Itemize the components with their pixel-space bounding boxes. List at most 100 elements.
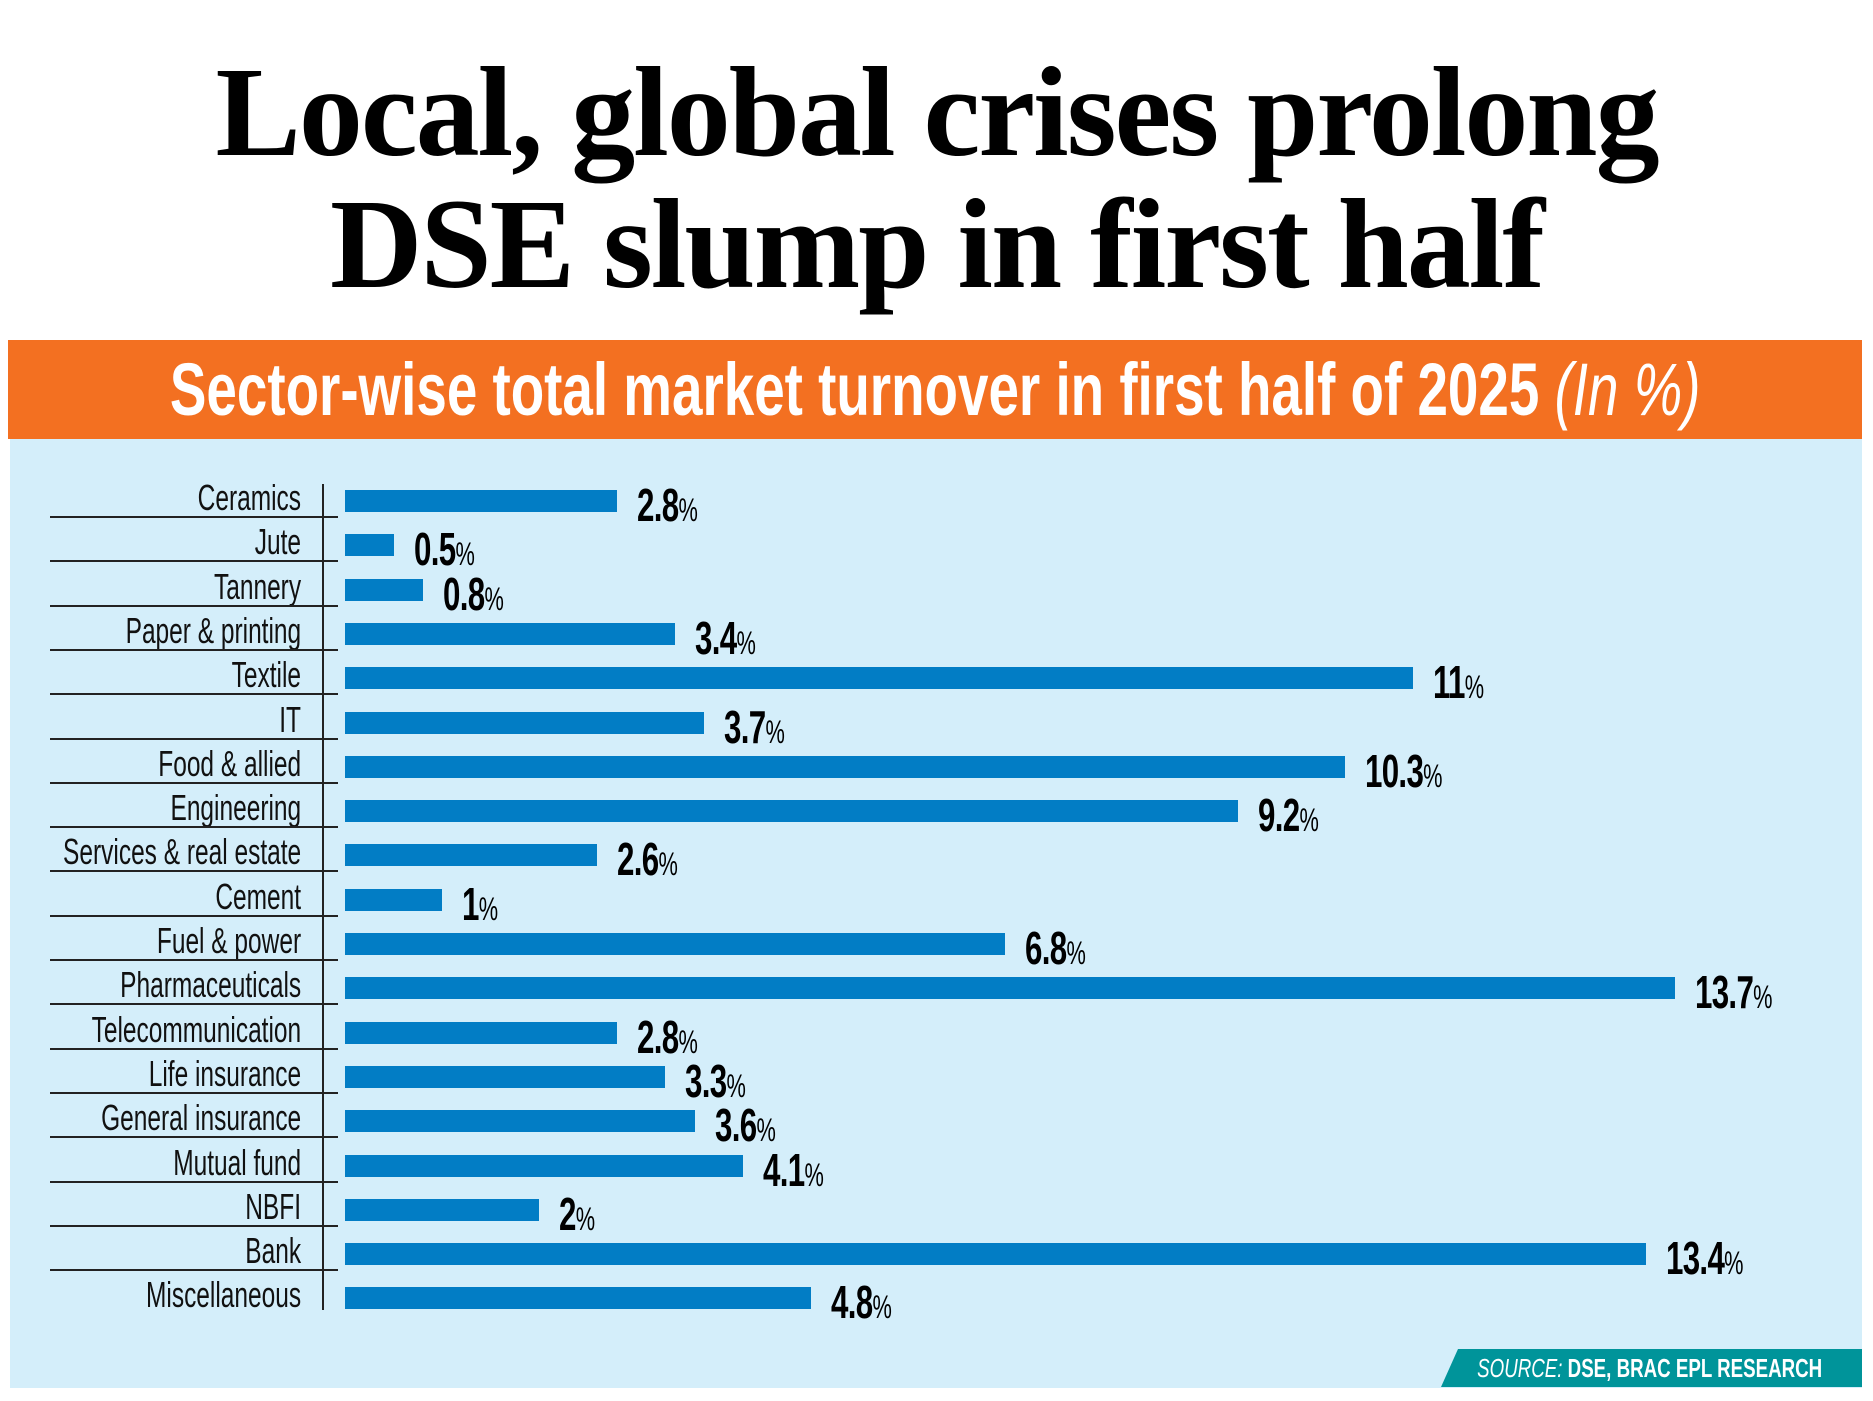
headline-line-1: Local, global crises prolong (215, 41, 1659, 183)
data-label-value: 9.2 (1258, 789, 1300, 842)
bar (345, 1021, 617, 1044)
data-label-suffix: % (736, 624, 756, 661)
row-separator (50, 1180, 338, 1183)
data-label: 6.8% (1025, 923, 1086, 973)
data-label-suffix: % (484, 580, 504, 617)
source-note: SOURCE: DSE, BRAC EPL RESEARCH (1477, 1349, 1822, 1387)
data-label-suffix: % (1066, 935, 1087, 971)
category-label: Mutual fund (173, 1141, 301, 1183)
data-label-value: 13.4 (1666, 1232, 1725, 1285)
data-label-value: 3.7 (724, 700, 766, 753)
headline-line-2: DSE slump in first half (330, 173, 1545, 315)
row-separator (50, 693, 338, 696)
data-label: 0.5% (414, 524, 475, 574)
data-label-value: 3.6 (714, 1099, 757, 1152)
category-label: Cement (215, 875, 301, 917)
data-label: 10.3% (1365, 746, 1443, 796)
data-label: 9.2% (1258, 790, 1319, 840)
bar (345, 711, 705, 734)
bar (345, 755, 1346, 778)
data-label: 3.4% (695, 613, 756, 663)
category-label: Miscellaneous (145, 1274, 301, 1316)
bar (345, 888, 443, 911)
category-label: Pharmaceuticals (120, 964, 301, 1006)
data-label-suffix: % (872, 1289, 892, 1326)
data-label-suffix: % (658, 846, 679, 883)
data-label: 1% (462, 879, 498, 929)
row-separator (50, 914, 338, 917)
data-label: 4.8% (831, 1277, 892, 1327)
category-label: Ceramics (197, 477, 301, 518)
data-label-value: 3.3 (685, 1054, 727, 1107)
data-label-suffix: % (1464, 669, 1485, 706)
category-label: Paper & printing (125, 609, 301, 651)
bar (345, 977, 1676, 1000)
source-label: SOURCE: (1476, 1353, 1563, 1383)
data-label: 0.8% (443, 569, 504, 619)
bar (345, 844, 598, 867)
data-label-value: 6.8 (1025, 922, 1067, 974)
chart-subtitle: Sector-wise total market turnover in fir… (170, 347, 1701, 432)
subtitle-unit: (In %) (1554, 348, 1701, 431)
data-label-suffix: % (478, 890, 499, 927)
data-label: 3.7% (724, 702, 785, 752)
category-label: Fuel & power (156, 920, 301, 961)
category-label: Food & allied (158, 742, 301, 784)
row-separator (50, 1224, 338, 1227)
bar (345, 933, 1006, 955)
category-label: Tannery (213, 565, 301, 607)
category-label: Life insurance (148, 1052, 301, 1094)
bar (345, 534, 394, 557)
category-label: IT (279, 698, 301, 740)
chart-panel (10, 439, 1862, 1388)
data-label: 11% (1433, 657, 1484, 707)
category-label: Bank (245, 1230, 301, 1272)
data-label: 2.6% (617, 834, 678, 884)
bar (345, 667, 1414, 690)
data-label-value: 13.7 (1695, 966, 1754, 1019)
data-label-value: 10.3 (1365, 744, 1424, 797)
bar (345, 1065, 666, 1088)
data-label: 13.4% (1666, 1233, 1744, 1283)
bar (345, 800, 1239, 823)
row-separator (50, 1047, 338, 1050)
row-separator (50, 781, 338, 784)
data-label: 13.7% (1695, 967, 1773, 1017)
bar (345, 490, 617, 512)
data-label-value: 0.8 (442, 567, 485, 620)
data-label-value: 11 (1433, 656, 1465, 709)
row-separator (50, 737, 338, 740)
category-axis-line (322, 484, 324, 1310)
data-label: 2.8% (637, 480, 698, 530)
category-label: Telecommunication (91, 1008, 301, 1050)
category-label: Services & real estate (62, 831, 301, 873)
row-separator (50, 959, 338, 961)
bar (345, 578, 423, 601)
category-label: NBFI (245, 1185, 301, 1227)
subtitle-band: Sector-wise total market turnover in fir… (8, 340, 1862, 439)
row-separator (50, 604, 338, 607)
data-label: 3.3% (685, 1056, 746, 1106)
source-tab: SOURCE: DSE, BRAC EPL RESEARCH (1441, 1349, 1862, 1387)
bar (345, 1154, 744, 1177)
data-label-suffix: % (765, 713, 786, 750)
row-separator (50, 516, 338, 518)
data-label-value: 4.1 (763, 1143, 805, 1196)
category-label: General insurance (100, 1097, 301, 1139)
data-label: 4.1% (763, 1145, 824, 1195)
bar (345, 1243, 1647, 1266)
data-label-suffix: % (678, 492, 698, 528)
row-separator (50, 826, 338, 829)
subtitle-text: Sector-wise total market turnover in fir… (169, 348, 1540, 431)
data-label: 3.6% (715, 1100, 776, 1150)
data-label-value: 2.8 (636, 479, 679, 531)
data-label-value: 2 (559, 1187, 576, 1240)
data-label-value: 0.5 (413, 523, 456, 576)
bar (345, 1198, 540, 1221)
data-label-suffix: % (575, 1200, 596, 1237)
data-label-suffix: % (1753, 979, 1773, 1016)
data-label-suffix: % (1724, 1245, 1744, 1282)
category-label: Jute (254, 521, 301, 563)
bar (345, 622, 676, 645)
